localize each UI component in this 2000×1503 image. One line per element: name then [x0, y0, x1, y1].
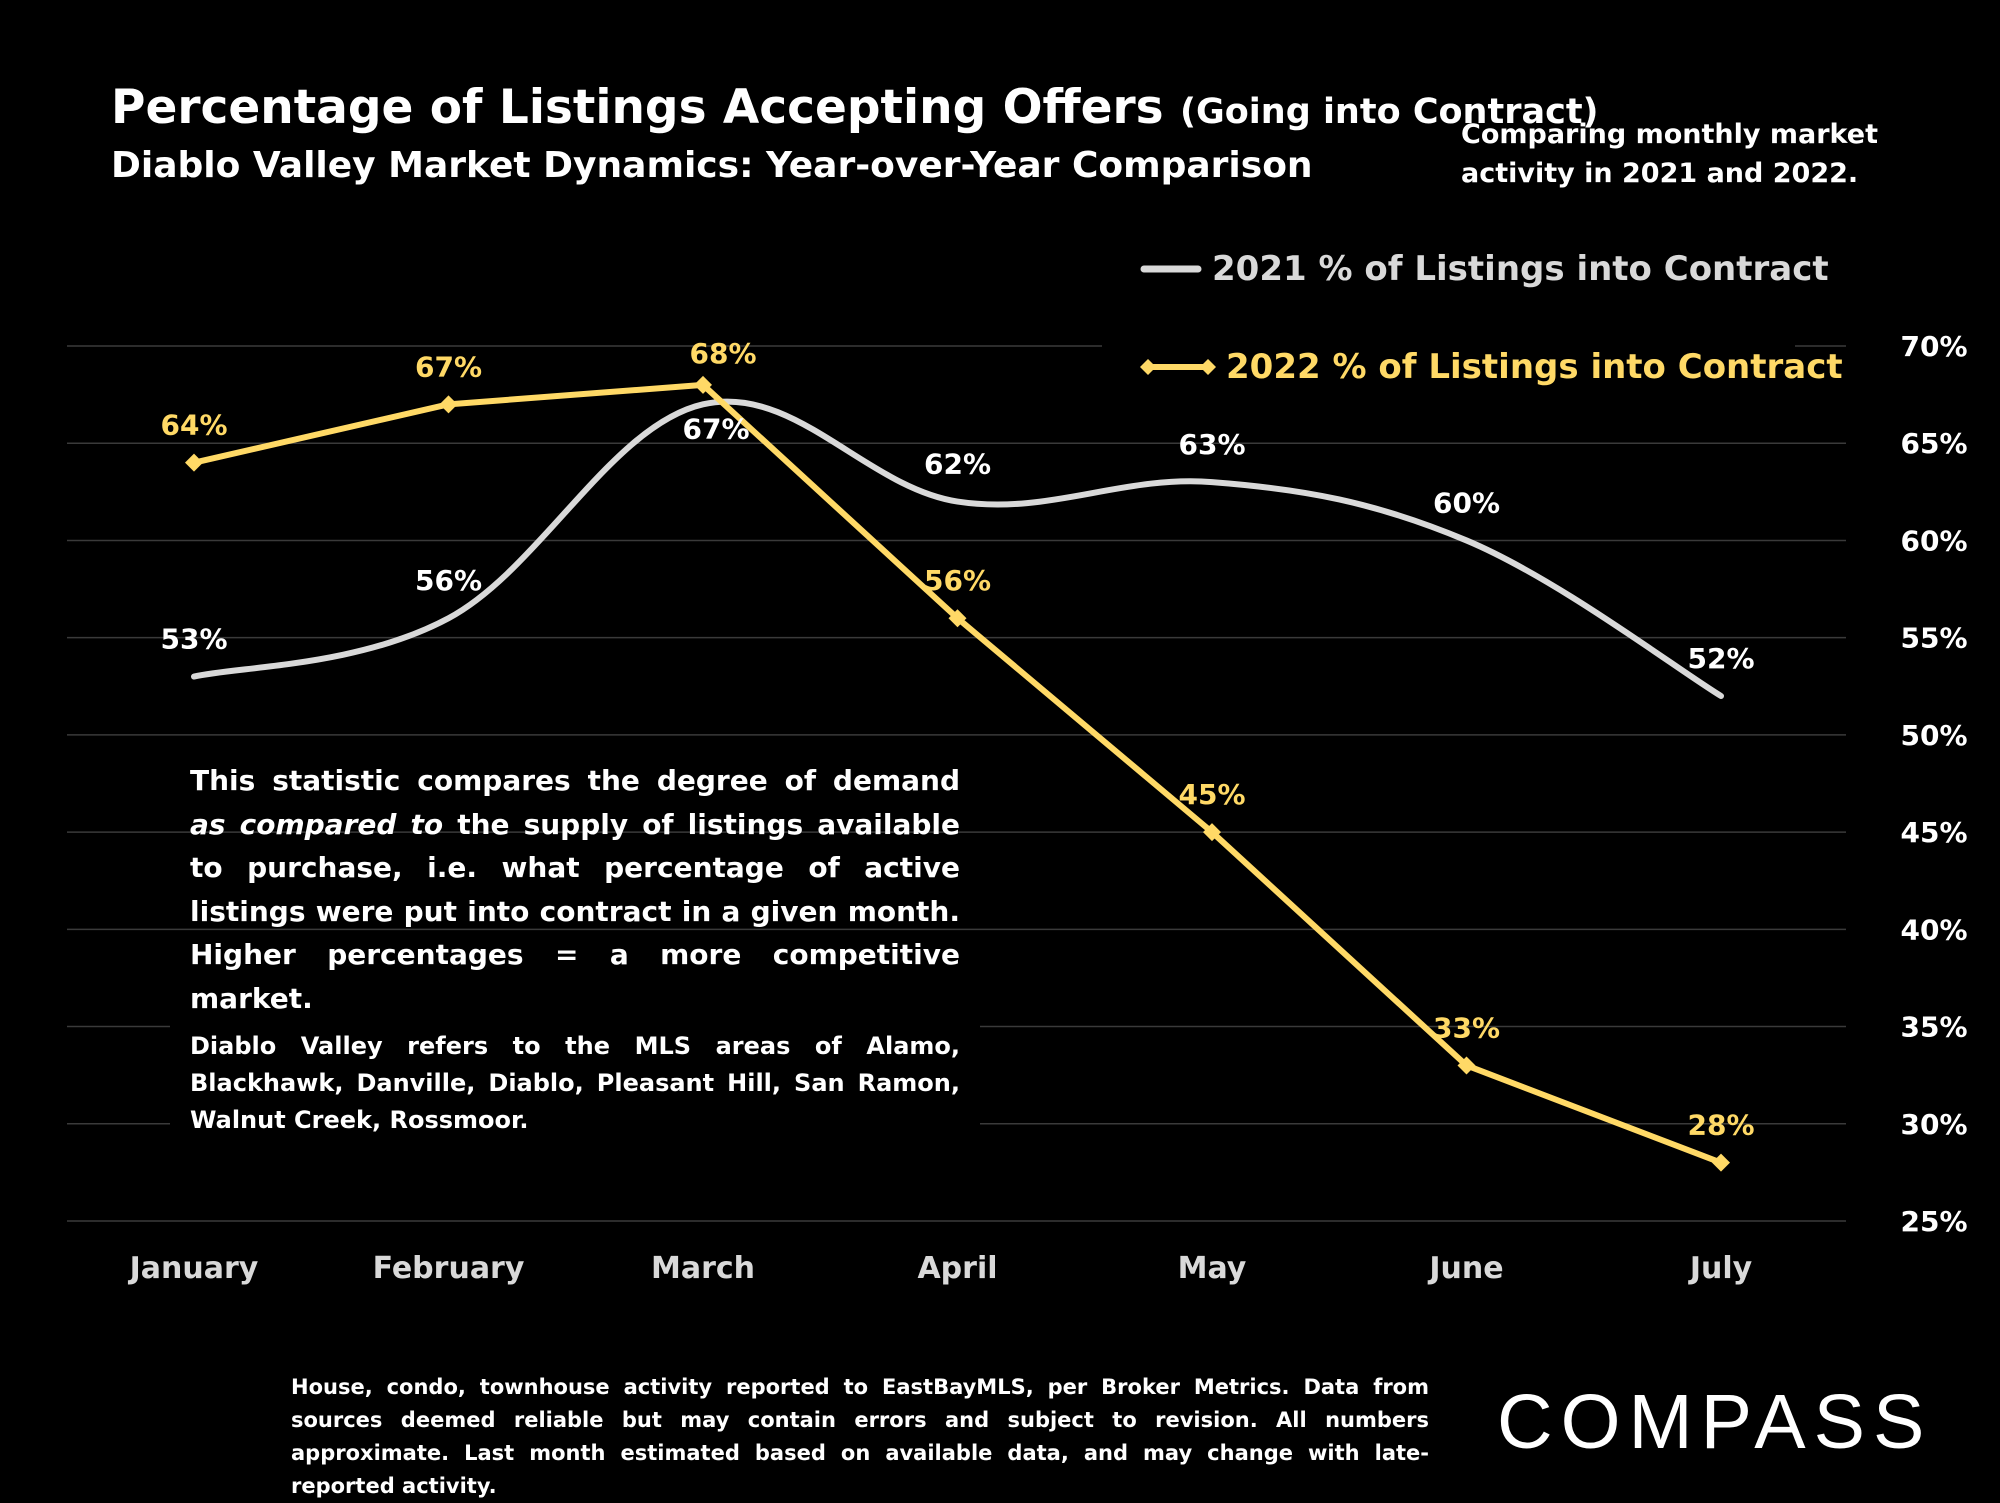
data-labels: 53% 56% 67% 62% 63% 60% 52% 64% 67% 68% 56% 45% 33% 2… [160, 337, 1754, 1142]
compass-logo: COMPASS [1497, 1379, 1933, 1465]
title-suffix: (Going into Contract) [1180, 92, 1599, 132]
legend-swatch-2022 [1140, 359, 1216, 375]
description-text: This statistic compares the degree of de… [190, 759, 960, 1020]
y-tick-label: 60% [1900, 524, 1967, 557]
y-axis-ticks: 25% 30% 35% 40% 45% 50% 55% 60% 65% 70% [1900, 330, 1967, 1238]
x-axis-ticks: January February March April May June July [128, 1251, 1753, 1286]
data-label: 56% [415, 564, 482, 597]
data-point-marker [185, 453, 203, 472]
legend-label-2022: 2022 % of Listings into Contract [1226, 347, 1843, 387]
data-label: 64% [160, 409, 227, 442]
chart-subtitle: Diablo Valley Market Dynamics: Year-over… [111, 145, 1313, 186]
data-label: 67% [415, 350, 482, 383]
x-tick-label: January [128, 1251, 259, 1286]
footnote: House, condo, townhouse activity reporte… [291, 1375, 1429, 1498]
data-label: 60% [1433, 486, 1500, 519]
x-tick-label: July [1688, 1251, 1753, 1286]
description-emphasis: as compared to [190, 807, 444, 841]
series-lines [185, 375, 1730, 1172]
data-label: 45% [1178, 778, 1245, 811]
data-label: 52% [1687, 642, 1754, 675]
x-tick-label: February [373, 1251, 525, 1286]
x-tick-label: May [1178, 1251, 1247, 1286]
x-tick-label: June [1427, 1251, 1503, 1286]
legend-label-2021: 2021 % of Listings into Contract [1212, 249, 1829, 289]
y-tick-label: 35% [1900, 1011, 1967, 1044]
description-part1: This statistic compares the degree of de… [190, 764, 960, 797]
y-tick-label: 55% [1900, 622, 1967, 655]
y-tick-label: 40% [1900, 913, 1967, 946]
data-label: 53% [160, 623, 227, 656]
y-tick-label: 50% [1900, 719, 1967, 752]
data-point-marker [1203, 823, 1221, 842]
data-label: 28% [1687, 1109, 1754, 1142]
data-point-marker [439, 395, 458, 414]
areas-note: Diablo Valley refers to the MLS areas of… [190, 1032, 960, 1134]
gridlines [67, 345, 1846, 1222]
side-note: Comparing monthly market activity in 202… [1461, 119, 1878, 189]
data-point-marker [1457, 1056, 1476, 1075]
x-tick-label: April [917, 1251, 997, 1286]
title-main: Percentage of Listings Accepting Offers [111, 80, 1164, 135]
data-label: 67% [682, 412, 749, 445]
series-line-0 [191, 398, 1724, 699]
y-tick-label: 25% [1900, 1205, 1967, 1238]
legend-item-2021: 2021 % of Listings into Contract [1140, 244, 1829, 294]
x-tick-label: March [651, 1251, 755, 1286]
data-label: 63% [1178, 428, 1245, 461]
y-tick-label: 70% [1900, 330, 1967, 363]
data-label: 56% [924, 564, 991, 597]
data-point-marker [948, 609, 967, 628]
data-point-marker [1712, 1153, 1730, 1172]
legend-swatch-2021 [1140, 265, 1202, 273]
data-label: 33% [1433, 1011, 1500, 1044]
y-tick-label: 30% [1900, 1108, 1967, 1141]
y-tick-label: 45% [1900, 816, 1967, 849]
data-label: 68% [689, 337, 756, 370]
data-label: 62% [924, 448, 991, 481]
chart-title: Percentage of Listings Accepting Offers … [111, 80, 1599, 135]
y-tick-label: 65% [1900, 427, 1967, 460]
legend-item-2022: 2022 % of Listings into Contract [1140, 342, 1843, 392]
data-point-marker [694, 375, 712, 394]
description-part2: the supply of listings available to purc… [190, 807, 961, 1015]
